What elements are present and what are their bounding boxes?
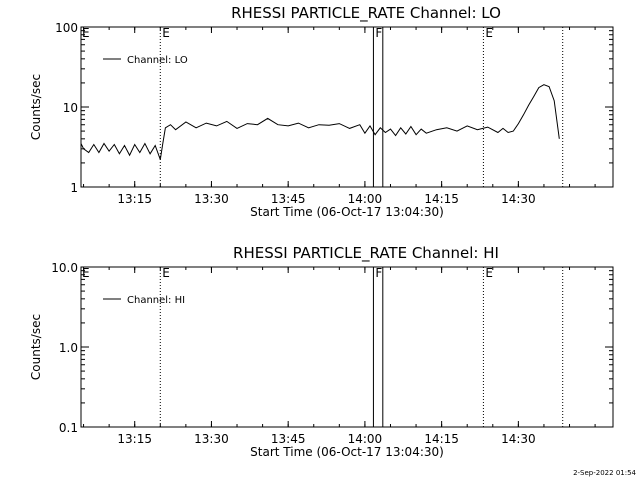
event-marker-label: F [375,26,382,40]
lo-channel-panel: RHESSI PARTICLE_RATE Channel: LO 13:15 13:… [29,4,614,219]
hi-channel-panel: RHESSI PARTICLE_RATE Channel: HI 13:15 13:… [29,244,614,459]
y-tick-label: 1.0 [59,341,78,355]
chart-title: RHESSI PARTICLE_RATE Channel: HI [233,244,499,263]
x-tick-label: 13:30 [194,192,229,206]
edge-flag-label: E [82,26,90,40]
y-tick-label: 10.0 [51,261,78,275]
y-tick-label: 0.1 [59,421,78,435]
footer-datestamp: 2-Sep-2022 01:54 [573,469,636,477]
event-marker-label: E [162,266,170,280]
y-axis-label: Counts/sec [29,314,43,380]
x-tick-label: 14:15 [424,432,459,446]
legend-entry: Channel: LO [127,55,188,66]
x-axis-label: Start Time (06-Oct-17 13:04:30) [250,205,444,219]
event-marker-label: F [375,266,382,280]
plot-frame [80,266,614,428]
plot-frame [80,26,614,188]
y-tick-label: 100 [55,21,78,35]
chart-title: RHESSI PARTICLE_RATE Channel: LO [231,4,501,23]
series-line [80,84,560,160]
y-tick-label: 10 [63,101,78,115]
x-tick-label: 14:30 [501,432,536,446]
x-tick-label: 13:15 [117,432,152,446]
edge-flag-label: E [82,266,90,280]
legend-entry: Channel: HI [127,295,185,306]
x-axis-label: Start Time (06-Oct-17 13:04:30) [250,445,444,459]
event-marker-label: E [162,26,170,40]
x-tick-label: 13:30 [194,432,229,446]
event-marker-label: E [485,26,493,40]
x-tick-label: 14:00 [348,432,383,446]
y-tick-label: 1 [70,181,78,195]
x-tick-label: 13:15 [117,192,152,206]
x-tick-label: 14:30 [501,192,536,206]
x-tick-label: 13:45 [271,432,306,446]
x-tick-label: 14:15 [424,192,459,206]
x-tick-label: 13:45 [271,192,306,206]
event-marker-label: E [485,266,493,280]
y-axis-label: Counts/sec [29,74,43,140]
x-tick-label: 14:00 [348,192,383,206]
